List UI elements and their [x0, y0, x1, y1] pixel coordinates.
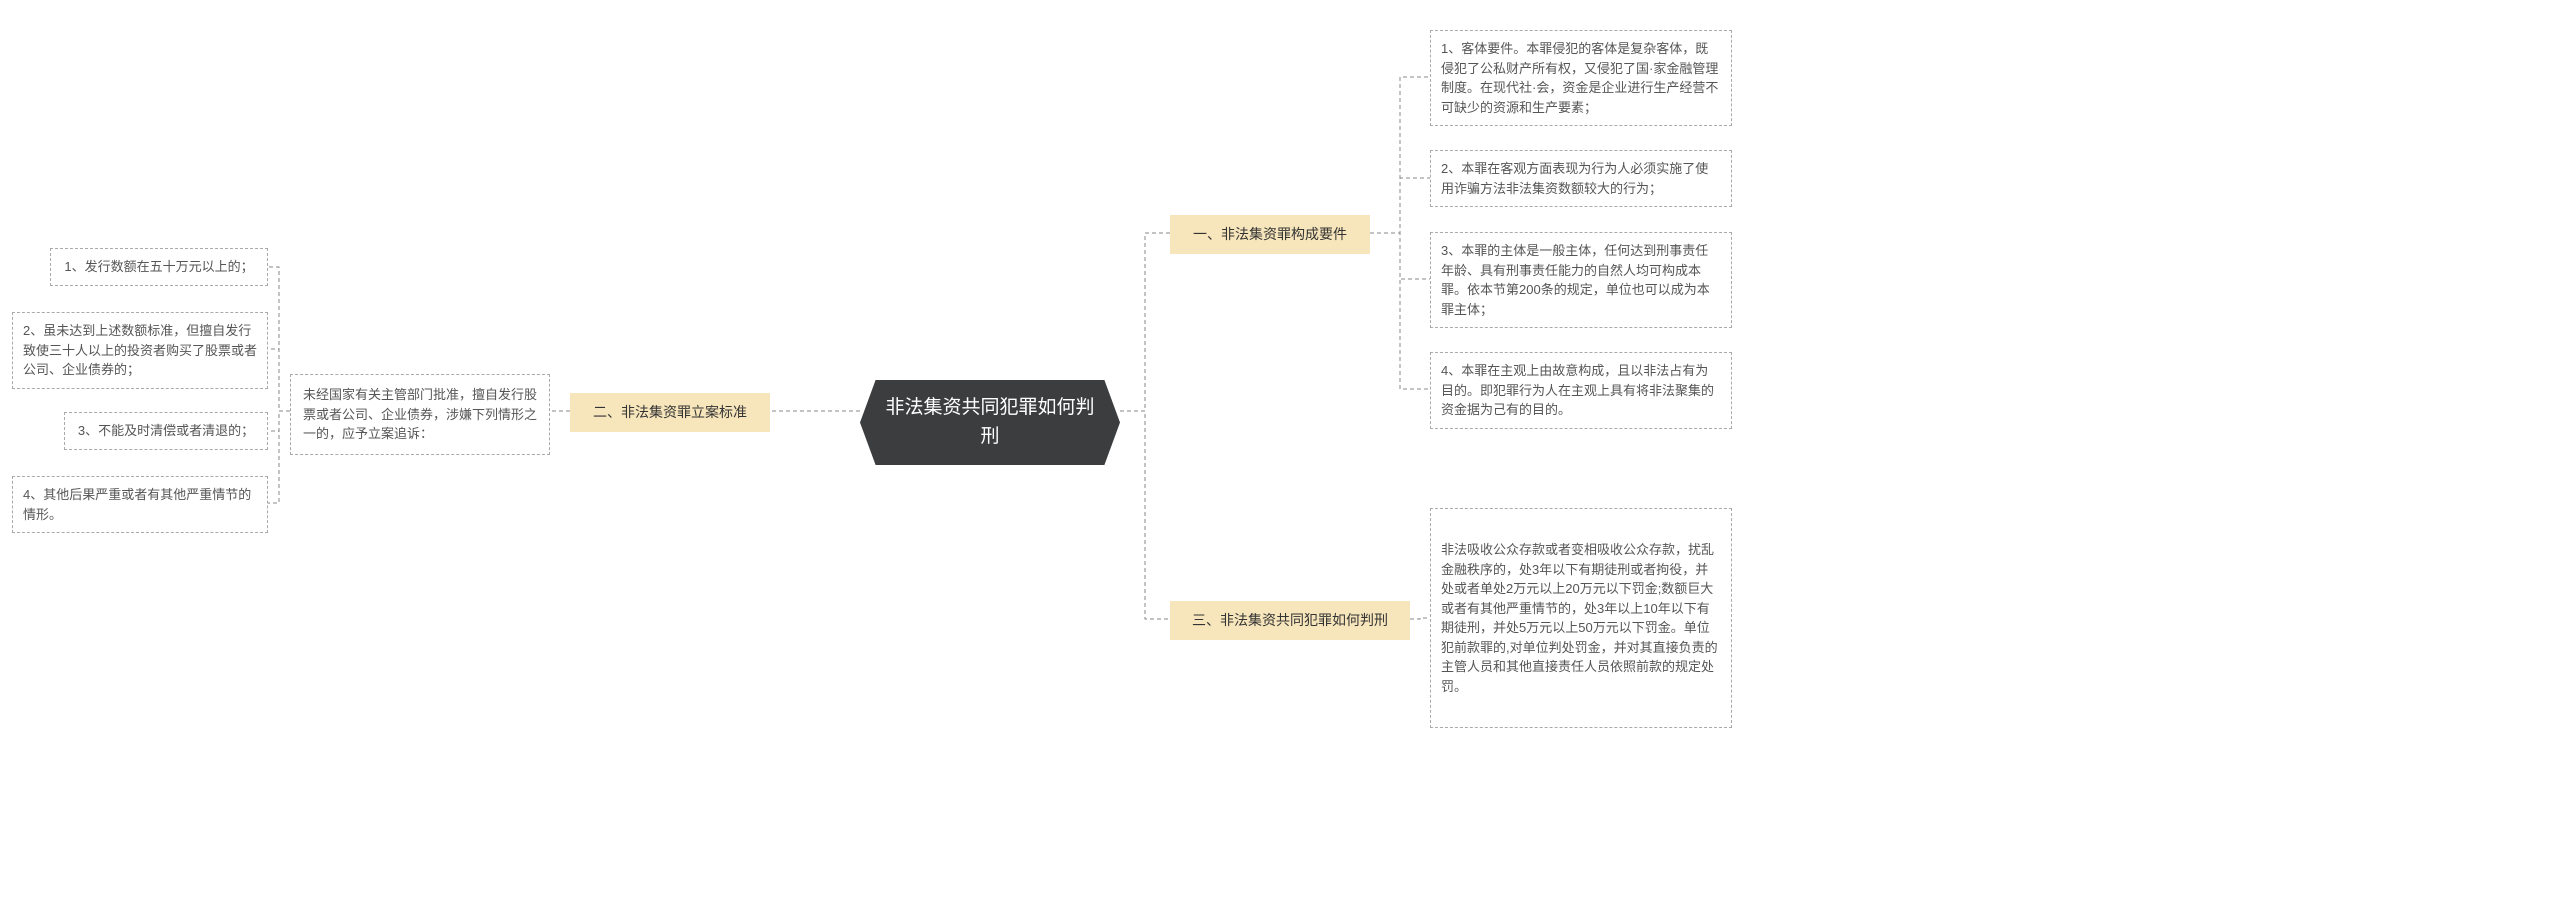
mindmap-canvas: 非法集资共同犯罪如何判刑 一、非法集资罪构成要件 二、非法集资罪立案标准 三、非… — [0, 0, 2560, 917]
branch2-leaf-2: 2、虽未达到上述数额标准，但擅自发行致使三十人以上的投资者购买了股票或者公司、企… — [12, 312, 268, 389]
connector-layer — [0, 0, 2560, 917]
branch-2: 二、非法集资罪立案标准 — [570, 393, 770, 432]
branch2-intermediate: 未经国家有关主管部门批准，擅自发行股票或者公司、企业债券，涉嫌下列情形之一的，应… — [290, 374, 550, 455]
branch1-leaf-2: 2、本罪在客观方面表现为行为人必须实施了使用诈骗方法非法集资数额较大的行为； — [1430, 150, 1732, 207]
branch-3: 三、非法集资共同犯罪如何判刑 — [1170, 601, 1410, 640]
branch1-leaf-1: 1、客体要件。本罪侵犯的客体是复杂客体，既侵犯了公私财产所有权，又侵犯了国·家金… — [1430, 30, 1732, 126]
branch1-leaf-3: 3、本罪的主体是一般主体，任何达到刑事责任年龄、具有刑事责任能力的自然人均可构成… — [1430, 232, 1732, 328]
branch2-leaf-4: 4、其他后果严重或者有其他严重情节的情形。 — [12, 476, 268, 533]
branch3-leaf-1: 非法吸收公众存款或者变相吸收公众存款，扰乱金融秩序的，处3年以下有期徒刑或者拘役… — [1430, 508, 1732, 728]
branch2-leaf-3: 3、不能及时清偿或者清退的； — [64, 412, 268, 450]
branch2-leaf-1: 1、发行数额在五十万元以上的； — [50, 248, 268, 286]
branch1-leaf-4: 4、本罪在主观上由故意构成，且以非法占有为目的。即犯罪行为人在主观上具有将非法聚… — [1430, 352, 1732, 429]
branch-1: 一、非法集资罪构成要件 — [1170, 215, 1370, 254]
root-node: 非法集资共同犯罪如何判刑 — [860, 380, 1120, 465]
